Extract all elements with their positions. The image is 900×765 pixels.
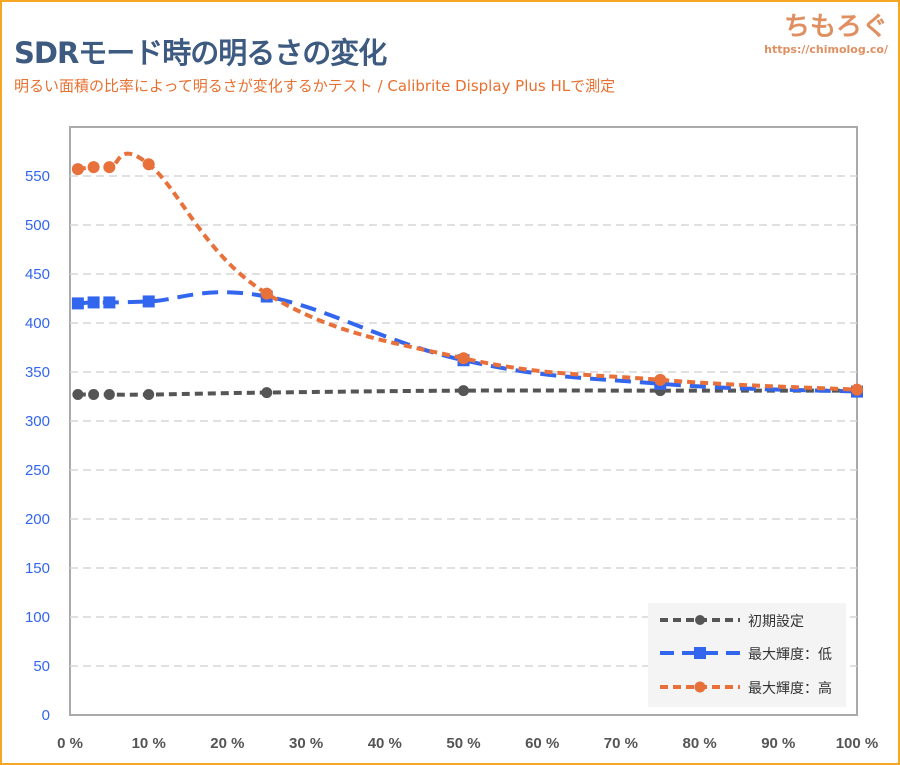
y-tick-label: 300 — [25, 413, 50, 430]
data-point — [103, 161, 116, 174]
data-point — [71, 163, 84, 176]
legend-item-low: 最大輝度：低 — [748, 647, 832, 663]
data-point — [103, 296, 116, 309]
logo-name: ちもろぐ — [783, 12, 888, 42]
y-tick-label: 450 — [25, 266, 50, 283]
y-tick-label: 550 — [25, 168, 50, 185]
chart-subtitle: 明るい面積の比率によって明るさが変化するかテスト / Calibrite Dis… — [14, 77, 616, 95]
site-logo: ちもろぐ https://chimolog.co/ — [764, 6, 888, 56]
data-point — [71, 297, 84, 310]
y-tick-label: 200 — [25, 511, 50, 528]
data-point — [458, 385, 469, 397]
data-point — [87, 296, 100, 309]
data-point — [72, 389, 84, 401]
data-point — [142, 158, 155, 171]
data-point — [260, 287, 273, 300]
x-tick-label: 10 % — [132, 735, 166, 752]
y-tick-label: 100 — [25, 609, 50, 626]
y-tick-label: 350 — [25, 364, 50, 381]
x-tick-label: 0 % — [57, 735, 83, 752]
data-point — [88, 389, 100, 401]
x-tick-label: 60 % — [525, 735, 559, 752]
x-tick-label: 100 % — [836, 735, 879, 752]
data-point — [261, 387, 273, 399]
chart-title: SDRモード時の明るさの変化 — [14, 36, 387, 70]
x-tick-label: 20 % — [210, 735, 244, 752]
legend: 初期設定 最大輝度：低 最大輝度：高 — [648, 603, 846, 707]
series-line-1 — [77, 290, 858, 394]
logo-url: https://chimolog.co/ — [764, 43, 888, 56]
data-point — [87, 161, 100, 174]
data-point — [143, 389, 155, 401]
y-tick-label: 400 — [25, 315, 50, 332]
y-tick-label: 250 — [25, 462, 50, 479]
data-point — [103, 389, 115, 401]
legend-item-high: 最大輝度：高 — [748, 681, 832, 697]
x-tick-label: 80 % — [682, 735, 716, 752]
x-tick-label: 90 % — [761, 735, 795, 752]
legend-item-default: 初期設定 — [748, 614, 804, 630]
data-point — [142, 295, 155, 308]
data-point — [457, 352, 470, 365]
y-tick-label: 0 — [42, 707, 50, 724]
x-tick-label: 40 % — [368, 735, 402, 752]
x-tick-label: 70 % — [604, 735, 638, 752]
x-tick-label: 30 % — [289, 735, 323, 752]
data-point — [654, 373, 667, 386]
x-tick-label: 50 % — [446, 735, 480, 752]
data-point — [851, 383, 863, 396]
y-tick-label: 500 — [25, 217, 50, 234]
y-tick-label: 150 — [25, 560, 50, 577]
y-tick-label: 50 — [33, 658, 50, 675]
